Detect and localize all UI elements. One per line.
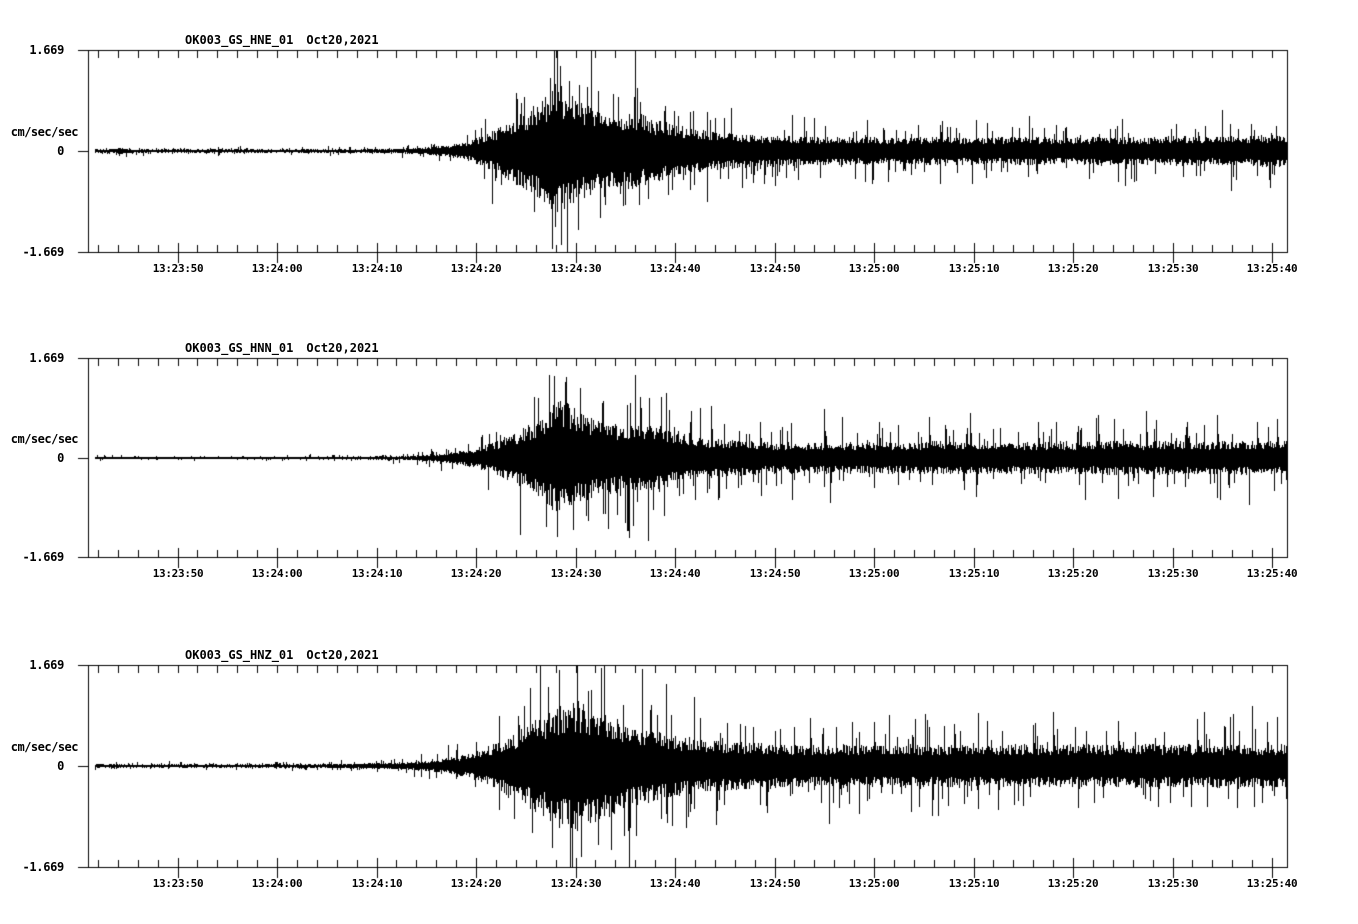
x-tick-label: 13:24:40 — [649, 877, 701, 890]
x-tick-label: 13:25:10 — [948, 877, 1000, 890]
station-channel-label: OK003_GS_HNN_01 — [185, 341, 294, 355]
x-tick-label: 13:25:20 — [1047, 567, 1099, 580]
x-tick-label: 13:25:10 — [948, 262, 1000, 275]
x-tick-label: 13:25:20 — [1047, 262, 1099, 275]
x-tick-label: 13:25:00 — [848, 567, 900, 580]
x-tick-label: 13:24:30 — [550, 567, 602, 580]
x-tick-label: 13:23:50 — [152, 567, 204, 580]
panel-title: OK003_GS_HNN_01 Oct20,2021 — [185, 341, 379, 355]
y-axis-min-label: -1.669 — [22, 550, 64, 564]
y-axis-zero-label: 0 — [57, 451, 64, 465]
y-axis-units-label: cm/sec/sec — [10, 125, 79, 139]
x-tick-label: 13:24:40 — [649, 567, 701, 580]
x-tick-label: 13:24:20 — [450, 567, 502, 580]
x-tick-label: 13:25:30 — [1147, 567, 1199, 580]
station-channel-label: OK003_GS_HNE_01 — [185, 33, 294, 47]
panel-title: OK003_GS_HNE_01 Oct20,2021 — [185, 33, 379, 47]
y-axis-zero-label: 0 — [57, 144, 64, 158]
y-axis-min-label: -1.669 — [22, 245, 64, 259]
x-tick-label: 13:25:40 — [1246, 877, 1298, 890]
date-label: Oct20,2021 — [306, 648, 379, 662]
y-axis-units-label: cm/sec/sec — [10, 740, 79, 754]
x-tick-label: 13:24:00 — [251, 567, 303, 580]
x-tick-label: 13:24:10 — [351, 262, 403, 275]
x-tick-label: 13:24:00 — [251, 877, 303, 890]
y-axis-min-label: -1.669 — [22, 860, 64, 874]
x-tick-label: 13:25:20 — [1047, 877, 1099, 890]
panel-title: OK003_GS_HNZ_01 Oct20,2021 — [185, 648, 379, 662]
x-tick-label: 13:25:30 — [1147, 262, 1199, 275]
y-axis-zero-label: 0 — [57, 759, 64, 773]
x-tick-label: 13:23:50 — [152, 262, 204, 275]
x-tick-label: 13:25:00 — [848, 262, 900, 275]
x-tick-label: 13:24:10 — [351, 877, 403, 890]
x-tick-label: 13:23:50 — [152, 877, 204, 890]
x-tick-label: 13:25:40 — [1246, 567, 1298, 580]
x-tick-label: 13:24:50 — [749, 262, 801, 275]
x-tick-label: 13:24:50 — [749, 567, 801, 580]
x-tick-label: 13:25:40 — [1246, 262, 1298, 275]
x-tick-label: 13:25:00 — [848, 877, 900, 890]
x-tick-label: 13:24:20 — [450, 262, 502, 275]
date-label: Oct20,2021 — [306, 33, 379, 47]
y-axis-max-label: 1.669 — [29, 351, 64, 365]
x-tick-label: 13:24:30 — [550, 262, 602, 275]
y-axis-max-label: 1.669 — [29, 43, 64, 57]
x-tick-label: 13:25:10 — [948, 567, 1000, 580]
x-tick-label: 13:24:10 — [351, 567, 403, 580]
x-tick-label: 13:24:40 — [649, 262, 701, 275]
y-axis-units-label: cm/sec/sec — [10, 432, 79, 446]
y-axis-max-label: 1.669 — [29, 658, 64, 672]
station-channel-label: OK003_GS_HNZ_01 — [185, 648, 294, 662]
x-tick-label: 13:24:30 — [550, 877, 602, 890]
date-label: Oct20,2021 — [306, 341, 379, 355]
x-tick-label: 13:24:00 — [251, 262, 303, 275]
x-tick-label: 13:25:30 — [1147, 877, 1199, 890]
x-tick-label: 13:24:50 — [749, 877, 801, 890]
x-tick-label: 13:24:20 — [450, 877, 502, 890]
